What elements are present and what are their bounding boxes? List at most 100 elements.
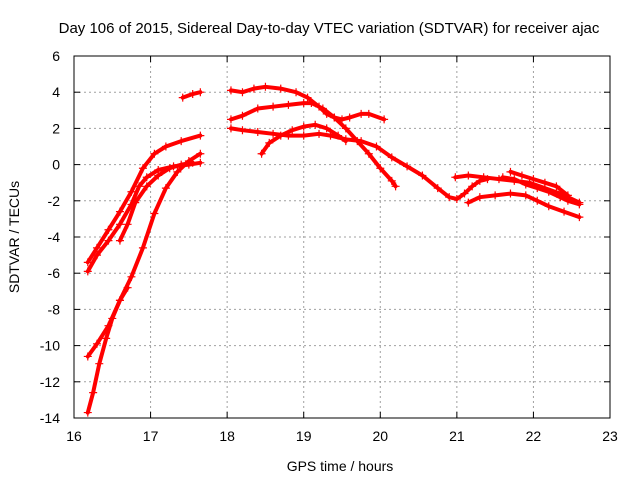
series-s7	[226, 82, 389, 124]
data-point	[387, 176, 396, 185]
data-point	[560, 207, 569, 216]
data-point	[303, 93, 312, 102]
data-point	[127, 187, 136, 196]
data-point	[322, 124, 331, 133]
y-tick-label: -6	[48, 265, 61, 281]
series-s14	[506, 167, 572, 200]
data-point	[345, 113, 354, 122]
data-point	[138, 243, 147, 252]
data-point	[253, 128, 262, 137]
data-point	[341, 124, 350, 133]
data-point	[196, 131, 205, 140]
chart-title: Day 106 of 2015, Sidereal Day-to-day VTE…	[59, 20, 600, 37]
data-point	[498, 173, 507, 182]
data-point	[341, 137, 350, 146]
series-s4	[83, 283, 132, 417]
data-point	[89, 388, 98, 397]
data-point	[330, 113, 339, 122]
data-point	[510, 175, 519, 184]
data-point	[563, 191, 572, 200]
axis-ticks: 16 17 18 19 20 21 22 23 -14 -12 -10 -8 -6 -4 -2 0 2 4 6	[40, 48, 618, 444]
data-point	[299, 122, 308, 131]
series-s9	[226, 124, 492, 203]
data-point	[178, 93, 187, 102]
y-tick-label: -4	[48, 229, 61, 245]
data-point	[372, 142, 381, 151]
data-series	[83, 82, 584, 417]
data-point	[533, 196, 542, 205]
data-point	[92, 339, 101, 348]
data-point	[102, 334, 111, 343]
y-tick-label: 4	[52, 84, 60, 100]
data-point	[475, 193, 484, 202]
data-point	[491, 191, 500, 200]
data-point	[127, 272, 136, 281]
data-point	[552, 182, 561, 191]
data-point	[269, 102, 278, 111]
data-point	[115, 236, 124, 245]
data-point	[196, 88, 205, 97]
data-point	[177, 137, 186, 146]
data-point	[265, 138, 274, 147]
data-point	[292, 88, 301, 97]
data-point	[464, 198, 473, 207]
data-point	[544, 202, 553, 211]
data-point	[104, 236, 113, 245]
data-point	[196, 149, 205, 158]
data-point	[95, 359, 104, 368]
data-point	[380, 115, 389, 124]
data-point	[452, 194, 461, 203]
y-tick-label: 2	[52, 120, 60, 136]
y-tick-label: 6	[52, 48, 60, 64]
data-point	[357, 137, 366, 146]
data-point	[83, 267, 92, 276]
data-point	[451, 173, 460, 182]
data-point	[506, 167, 515, 176]
data-point	[521, 191, 530, 200]
data-point	[138, 164, 147, 173]
data-point	[464, 171, 473, 180]
data-point	[196, 158, 205, 167]
data-point	[115, 220, 124, 229]
x-tick-label: 22	[526, 428, 542, 444]
data-point	[540, 178, 549, 187]
x-tick-label: 19	[296, 428, 312, 444]
data-point	[521, 180, 530, 189]
y-tick-label: -14	[40, 410, 60, 426]
data-point	[123, 283, 132, 292]
series-s6	[178, 88, 205, 102]
data-point	[131, 198, 140, 207]
data-point	[115, 296, 124, 305]
data-point	[334, 131, 343, 140]
data-point	[108, 314, 117, 323]
data-point	[479, 173, 488, 182]
data-point	[249, 84, 258, 93]
x-tick-label: 16	[66, 428, 82, 444]
series-s13	[464, 189, 584, 222]
data-point	[299, 99, 308, 108]
data-point	[318, 104, 327, 113]
data-point	[433, 184, 442, 193]
x-tick-label: 21	[449, 428, 465, 444]
data-point	[83, 352, 92, 361]
data-point	[276, 131, 285, 140]
x-tick-label: 23	[602, 428, 618, 444]
data-point	[529, 175, 538, 184]
data-point	[92, 251, 101, 260]
data-point	[92, 243, 101, 252]
data-point	[506, 189, 515, 198]
data-point	[253, 104, 262, 113]
series-s8	[226, 99, 400, 191]
y-tick-label: 0	[52, 157, 60, 173]
series-s5	[115, 158, 197, 245]
y-axis-label: SDTVAR / TECUs	[6, 181, 22, 293]
data-point	[575, 213, 584, 222]
y-tick-label: -8	[48, 301, 61, 317]
data-point	[238, 88, 247, 97]
data-point	[83, 408, 92, 417]
series-s10	[257, 120, 350, 158]
data-point	[226, 115, 235, 124]
data-point	[135, 182, 144, 191]
data-point	[315, 129, 324, 138]
